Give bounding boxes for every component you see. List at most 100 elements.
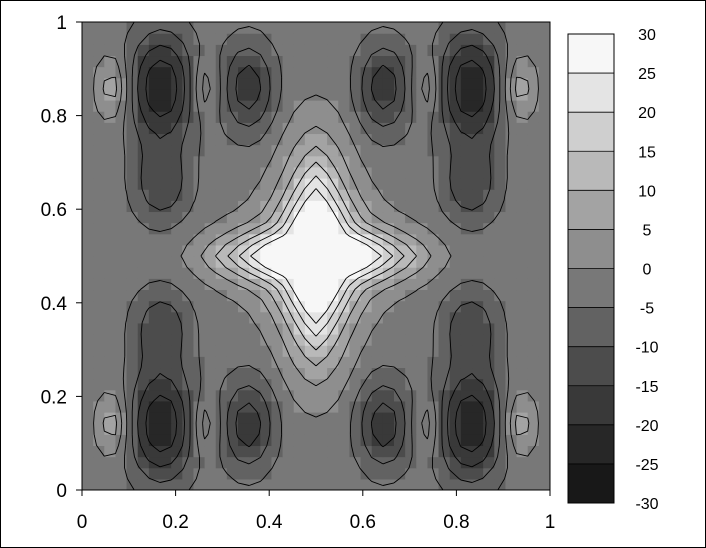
contour-cell [115, 367, 128, 380]
contour-cell [505, 66, 518, 79]
contour-cell [382, 334, 395, 346]
contour-cell [204, 111, 217, 123]
contour-cell [238, 311, 250, 324]
contour-cell [182, 66, 195, 79]
contour-cell [316, 434, 328, 447]
contour-cell [327, 412, 339, 424]
contour-cell [394, 77, 406, 90]
contour-cell [394, 44, 406, 57]
contour-cell [338, 434, 351, 447]
contour-cell [204, 166, 217, 179]
contour-cell [527, 222, 540, 235]
contour-cell [327, 378, 339, 391]
contour-cell [438, 367, 451, 380]
contour-cell [260, 166, 273, 179]
contour-cell [226, 278, 239, 291]
contour-cell [472, 289, 484, 302]
contour-cell [304, 334, 317, 346]
contour-cell [126, 456, 139, 469]
contour-cell [416, 44, 429, 57]
contour-cell [115, 311, 128, 324]
contour-cell [316, 178, 328, 190]
contour-cell [104, 367, 117, 380]
contour-cell [104, 445, 117, 458]
contour-cell [460, 367, 473, 380]
contour-cell [438, 122, 451, 135]
contour-cell [182, 467, 195, 480]
colorbar-band [568, 151, 614, 191]
contour-cell [405, 133, 417, 146]
contour-cell [316, 22, 328, 34]
contour-cell [238, 222, 250, 235]
contour-cell [193, 178, 206, 190]
contour-cell [293, 367, 306, 380]
contour-cell [394, 200, 406, 213]
contour-cell [171, 334, 183, 346]
contour-cell [338, 378, 351, 391]
contour-cell [405, 267, 417, 279]
contour-cell [394, 144, 406, 157]
contour-cell [271, 423, 284, 435]
contour-cell [438, 189, 451, 201]
contour-cell [416, 334, 429, 346]
contour-cell [438, 22, 451, 34]
contour-cell [182, 166, 195, 179]
contour-cell [338, 222, 351, 235]
contour-cell [182, 445, 195, 458]
contour-cell [238, 367, 250, 380]
contour-cell [93, 122, 105, 135]
contour-cell [82, 423, 94, 435]
contour-cell [271, 311, 284, 324]
contour-cell [193, 267, 206, 279]
contour-cell [394, 111, 406, 123]
contour-cell [182, 367, 195, 380]
contour-cell [148, 267, 161, 279]
contour-cell [160, 256, 172, 268]
contour-cell [416, 289, 429, 302]
contour-cell [416, 100, 429, 112]
contour-cell [137, 22, 150, 34]
contour-cell [160, 378, 172, 391]
contour-cell [371, 256, 384, 268]
contour-cell [260, 133, 273, 146]
contour-cell [527, 289, 540, 302]
contour-cell [271, 467, 284, 480]
colorbar-band [568, 424, 614, 465]
contour-cell [82, 200, 94, 213]
contour-cell [316, 166, 328, 179]
contour-cell [382, 278, 395, 291]
contour-cell [160, 155, 172, 168]
contour-cell [215, 334, 228, 346]
contour-cell [483, 256, 495, 268]
contour-cell [382, 122, 395, 135]
contour-cell [460, 278, 473, 291]
contour-cell [293, 244, 306, 257]
contour-cell [215, 467, 228, 480]
contour-cell [82, 334, 94, 346]
contour-cell [293, 278, 306, 291]
contour-cell [327, 22, 339, 34]
contour-cell [427, 423, 440, 435]
contour-cell [527, 244, 540, 257]
contour-cell [271, 412, 284, 424]
contour-cell [360, 378, 373, 391]
contour-cell [527, 77, 540, 90]
contour-cell [115, 155, 128, 168]
contour-cell [349, 456, 362, 469]
contour-cell [115, 478, 128, 490]
contour-cell [394, 434, 406, 447]
contour-cell [371, 467, 384, 480]
contour-cell [538, 423, 550, 435]
contour-cell [160, 356, 172, 369]
contour-cell [405, 122, 417, 135]
contour-cell [93, 22, 105, 34]
contour-cell [371, 367, 384, 380]
contour-cell [382, 200, 395, 213]
contour-cell [427, 22, 440, 34]
contour-cell [282, 267, 295, 279]
contour-cell [316, 334, 328, 346]
contour-cell [82, 389, 94, 402]
contour-cell [104, 334, 117, 346]
contour-cell [449, 289, 462, 302]
contour-cell [226, 378, 239, 391]
